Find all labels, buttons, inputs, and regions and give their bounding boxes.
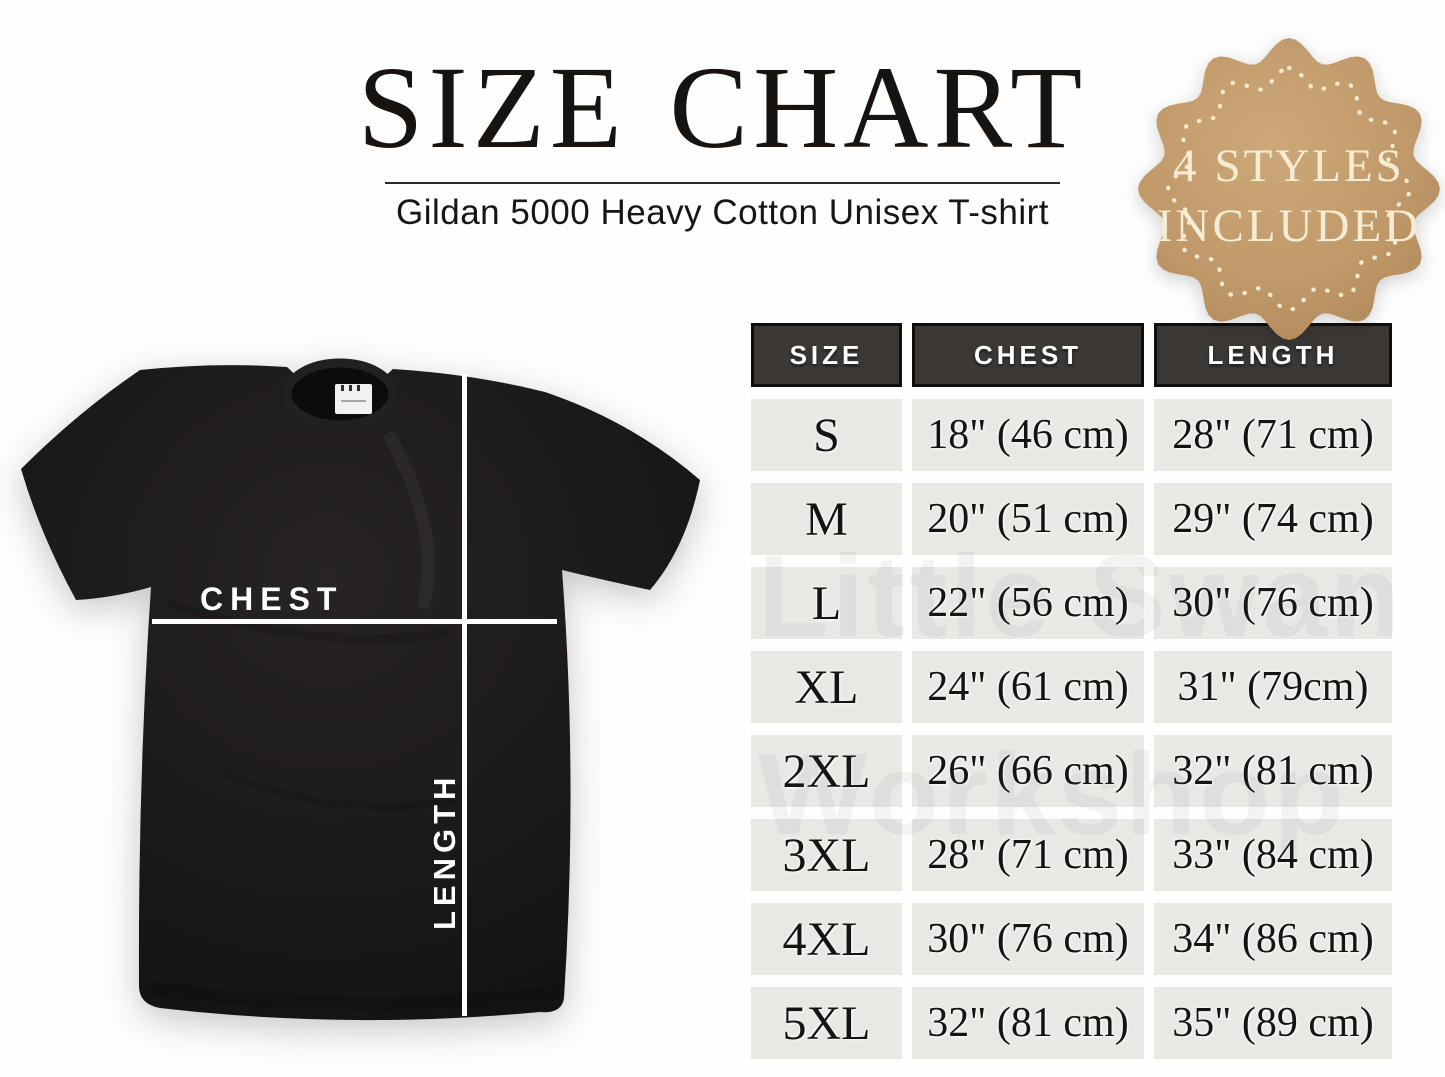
- col-header-size: SIZE: [751, 323, 902, 387]
- length-cell: 34" (86 cm): [1154, 903, 1392, 975]
- chest-cell: 32" (81 cm): [912, 987, 1144, 1059]
- page-subtitle: Gildan 5000 Heavy Cotton Unisex T-shirt: [395, 193, 1050, 233]
- length-label: LENGTH: [427, 773, 462, 930]
- badge-line1: 4 STYLES: [1173, 140, 1405, 192]
- chest-cell: 24" (61 cm): [912, 651, 1144, 723]
- neck-tag: [335, 384, 372, 414]
- fold-shadow: [166, 598, 449, 644]
- tag-stitch: [349, 385, 352, 391]
- chest-cell: 22" (56 cm): [912, 567, 1144, 639]
- collar-band: [282, 358, 398, 430]
- size-table: SIZE CHEST LENGTH S 18" (46 cm) 28" (71 …: [751, 323, 1392, 1059]
- size-cell: 5XL: [751, 987, 902, 1059]
- size-cell: 2XL: [751, 735, 902, 807]
- badge-line2: INCLUDED: [1157, 200, 1421, 252]
- tag-text-line: [341, 400, 366, 402]
- title-divider: [385, 182, 1060, 185]
- size-cell: M: [751, 483, 902, 555]
- length-cell: 30" (76 cm): [1154, 567, 1392, 639]
- badge-seal-icon: 4 STYLES INCLUDED: [1138, 38, 1440, 340]
- chest-label: CHEST: [200, 581, 343, 617]
- length-cell: 31" (79cm): [1154, 651, 1392, 723]
- page-title: SIZE CHART: [357, 42, 1088, 173]
- length-cell: 32" (81 cm): [1154, 735, 1392, 807]
- header: SIZE CHART Gildan 5000 Heavy Cotton Unis…: [250, 42, 1195, 233]
- chest-cell: 30" (76 cm): [912, 903, 1144, 975]
- tag-stitch: [357, 385, 360, 391]
- tshirt-body: [21, 365, 700, 1021]
- chest-cell: 18" (46 cm): [912, 399, 1144, 471]
- chest-cell: 20" (51 cm): [912, 483, 1144, 555]
- col-header-chest: CHEST: [912, 323, 1144, 387]
- col-header-length: LENGTH: [1154, 323, 1392, 387]
- size-cell: L: [751, 567, 902, 639]
- chest-measure-line: [152, 619, 557, 624]
- badge-scallop-shape: [1138, 38, 1440, 340]
- size-cell: S: [751, 399, 902, 471]
- chest-cell: 28" (71 cm): [912, 819, 1144, 891]
- size-cell: 3XL: [751, 819, 902, 891]
- fold-highlight: [382, 429, 435, 610]
- tshirt-image: CHEST LENGTH: [18, 348, 713, 1053]
- size-cell: XL: [751, 651, 902, 723]
- chest-cell: 26" (66 cm): [912, 735, 1144, 807]
- styles-badge: 4 STYLES INCLUDED: [1128, 16, 1445, 367]
- length-cell: 35" (89 cm): [1154, 987, 1392, 1059]
- tag-stitch: [341, 385, 344, 391]
- length-measure-line: [462, 374, 467, 1016]
- length-cell: 28" (71 cm): [1154, 399, 1392, 471]
- length-cell: 33" (84 cm): [1154, 819, 1392, 891]
- fold-shadow: [221, 769, 459, 812]
- size-cell: 4XL: [751, 903, 902, 975]
- hem-shadow: [152, 981, 559, 1011]
- length-cell: 29" (74 cm): [1154, 483, 1392, 555]
